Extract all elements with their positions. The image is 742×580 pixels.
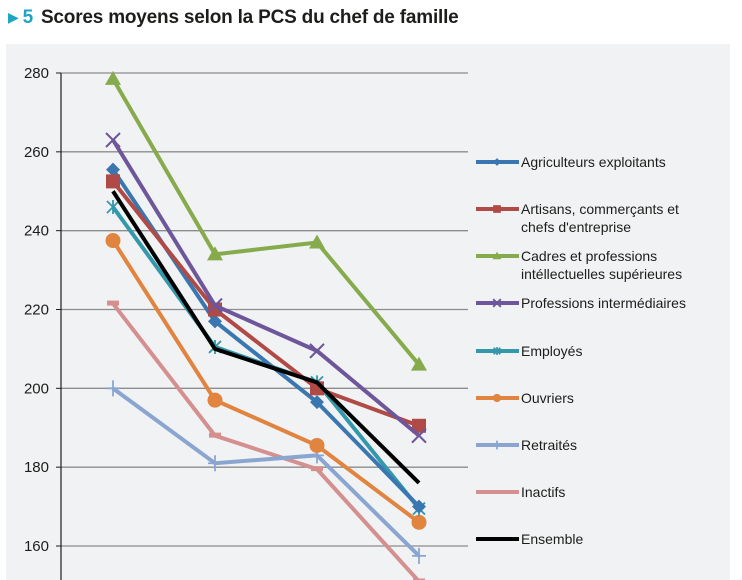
marker-x	[492, 298, 502, 308]
legend-label: chefs d'entreprise	[521, 219, 631, 235]
legend-label: Professions intermédiaires	[521, 295, 686, 311]
legend-label: Inactifs	[521, 484, 565, 500]
series-8	[111, 190, 421, 485]
series-line	[111, 205, 421, 510]
chart-title: ▶ 5 Scores moyens selon la PCS du chef de …	[8, 7, 459, 29]
triangle-right-icon: ▶	[8, 9, 19, 25]
gridlines	[61, 72, 468, 547]
legend-item: Ouvriers	[476, 390, 574, 406]
y-tick-label: 180	[24, 459, 49, 476]
marker-triangle	[492, 251, 502, 260]
legend-item: Agriculteurs exploitants	[476, 154, 666, 170]
data-point	[412, 418, 426, 433]
legend-item: Cadres et professions intéllectuelles sup…	[476, 248, 682, 282]
legend-item: Ensemble	[476, 531, 583, 547]
y-tick-label: 260	[24, 144, 49, 161]
series-line	[111, 168, 421, 508]
data-point	[106, 380, 120, 397]
y-tick-label: 200	[24, 380, 49, 397]
series-3	[105, 132, 427, 444]
data-point	[105, 233, 121, 249]
legend-label: Retraités	[521, 437, 577, 453]
chart-panel	[6, 44, 730, 580]
data-point	[412, 547, 426, 564]
data-point	[207, 297, 223, 314]
series-line	[111, 302, 421, 580]
y-tick-label: 240	[24, 223, 49, 240]
legend-label: Ouvriers	[521, 390, 574, 406]
legend-item: Professions intermédiaires	[476, 295, 686, 311]
data-point	[413, 578, 425, 580]
data-point	[411, 356, 427, 371]
series-line	[111, 190, 421, 485]
series-line	[111, 180, 420, 428]
series-2	[105, 70, 427, 371]
legend-item: Retraités	[476, 437, 577, 453]
series-group	[105, 70, 427, 580]
legend-label: Artisans, commerçants et	[521, 201, 679, 217]
data-point	[209, 432, 221, 438]
legend-label: intéllectuelles supérieures	[521, 266, 682, 282]
marker-diamond	[493, 158, 501, 166]
data-point	[106, 174, 120, 189]
figure-title: Scores moyens selon la PCS du chef de fa…	[40, 7, 459, 28]
data-point	[105, 70, 121, 85]
marker-plus	[493, 440, 501, 450]
y-tick-label: 220	[24, 302, 49, 319]
data-point	[208, 314, 222, 329]
data-point	[207, 392, 223, 408]
y-axis-ticks: 160 180 200 220 240 260 280	[24, 65, 61, 555]
legend: Agriculteurs exploitants Artisans, commer…	[476, 154, 686, 547]
legend-item: Artisans, commerçants et chefs d'entrepri…	[476, 201, 679, 235]
data-point	[411, 427, 427, 444]
legend-item: Employés	[476, 343, 582, 359]
data-point	[106, 162, 120, 177]
data-point	[412, 499, 426, 514]
series-line	[111, 239, 421, 524]
data-point	[309, 343, 325, 359]
marker-square	[493, 205, 501, 213]
marker-circle	[492, 393, 502, 403]
data-point	[105, 132, 121, 148]
legend-label: Employés	[521, 343, 582, 359]
data-point	[107, 300, 119, 306]
series-5	[105, 233, 427, 530]
data-point	[208, 455, 222, 472]
data-point	[411, 514, 427, 530]
legend-label: Agriculteurs exploitants	[521, 154, 666, 170]
y-tick-label: 280	[24, 65, 49, 82]
series-line	[111, 138, 421, 438]
data-point	[311, 466, 323, 472]
series-7	[107, 300, 425, 580]
data-point	[207, 246, 223, 261]
data-point	[310, 395, 324, 410]
legend-label: Ensemble	[521, 531, 583, 547]
legend-label: Cadres et professions	[521, 248, 657, 264]
series-line	[111, 77, 421, 366]
data-point	[106, 200, 120, 215]
data-point	[309, 234, 325, 249]
y-tick-label: 160	[24, 538, 49, 555]
series-line	[111, 386, 421, 558]
marker-asterisk	[493, 347, 501, 355]
figure-number: 5	[22, 7, 34, 28]
legend-item: Inactifs	[476, 484, 565, 500]
data-point	[309, 437, 325, 453]
